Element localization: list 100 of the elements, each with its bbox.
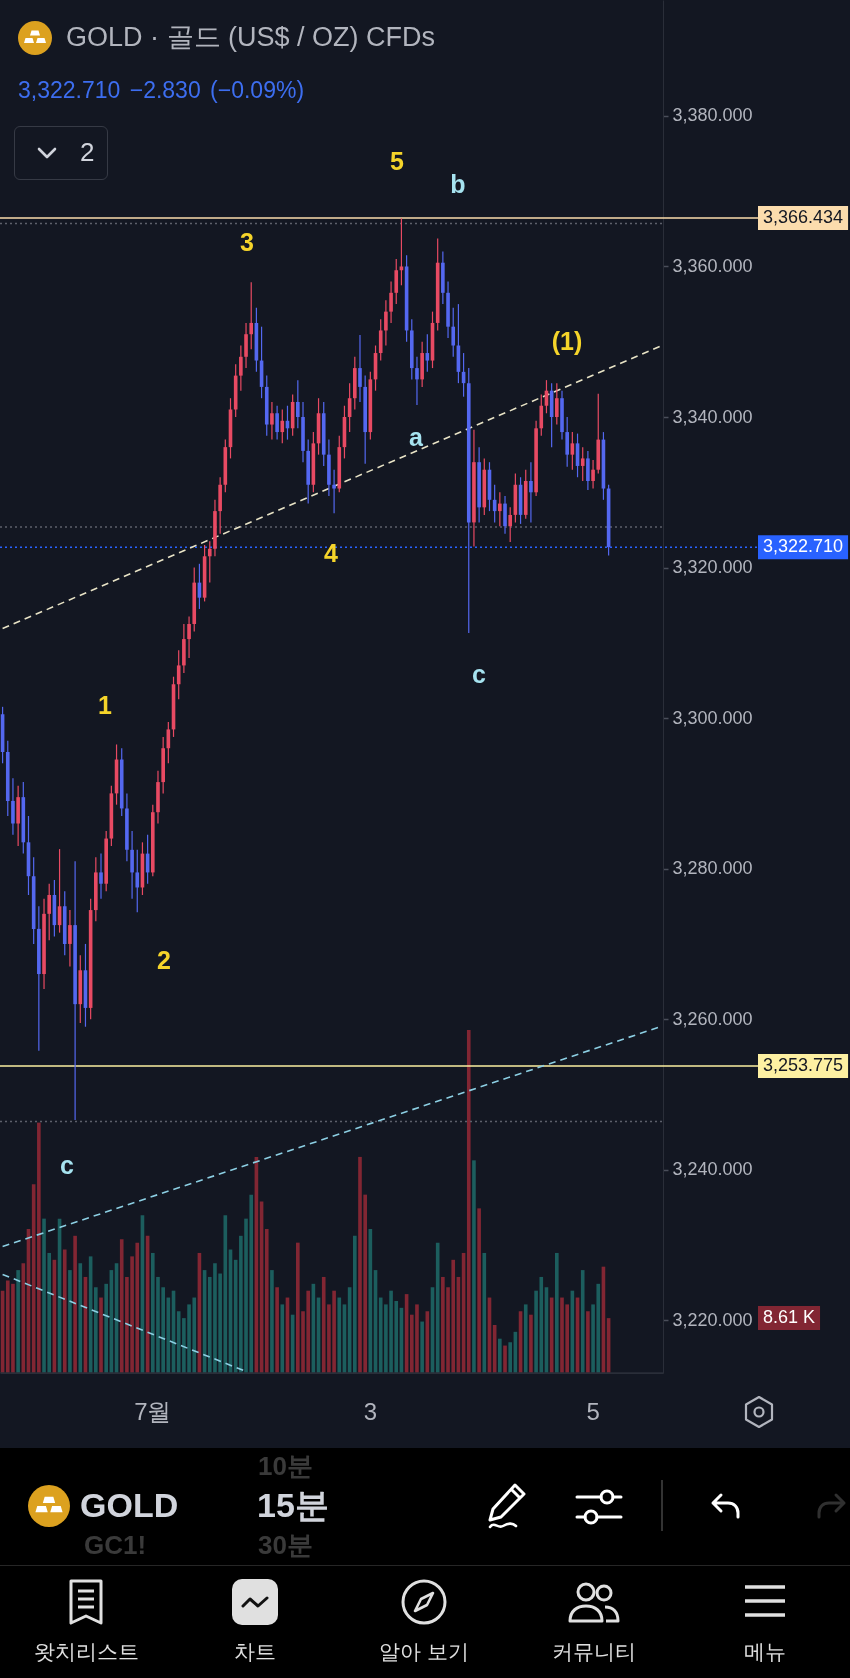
text: GOLD <box>80 1486 179 1526</box>
y-tick-label: 3,220.000 <box>672 1309 753 1330</box>
bar <box>21 1263 26 1373</box>
text: 메뉴 <box>744 1639 786 1665</box>
candlestick <box>384 299 388 347</box>
x-tick-label: 7월 <box>134 1397 172 1425</box>
bar <box>586 1311 590 1373</box>
annotation: c <box>472 659 486 689</box>
text: 왓치리스트 <box>33 1639 139 1665</box>
bar <box>99 1297 103 1373</box>
candlestick <box>415 356 419 406</box>
text: 15분 <box>257 1486 329 1526</box>
candlestick <box>244 322 248 369</box>
bar <box>264 1228 269 1373</box>
candlestick <box>280 408 285 444</box>
annotation: b <box>450 169 466 199</box>
text: 30분 <box>258 1530 313 1561</box>
candlestick <box>394 258 399 305</box>
annotation: 2 <box>157 945 171 975</box>
candlestick <box>358 334 362 403</box>
annotation: 5 <box>390 146 404 176</box>
bar <box>503 1345 507 1373</box>
text: 차트 <box>234 1639 276 1665</box>
candlestick <box>498 491 502 527</box>
candlestick <box>187 615 191 659</box>
y-tick-label: 3,320.000 <box>672 557 753 578</box>
y-tick-label: 3,360.000 <box>672 255 753 276</box>
candlestick <box>555 382 559 426</box>
annotation: c <box>60 1150 74 1180</box>
bar <box>275 1287 279 1373</box>
text: GC1! <box>84 1530 147 1561</box>
text: 3,322.710 −2.830 (−0.09%) <box>18 77 305 104</box>
x-tick-label: 5 <box>586 1397 600 1425</box>
y-tick-label: 3,260.000 <box>672 1008 753 1029</box>
text: 8.61 K <box>763 1307 816 1328</box>
y-tick-label: 3,300.000 <box>672 707 753 728</box>
annotation: a <box>409 422 423 452</box>
candlestick <box>529 461 533 523</box>
annotation: 3 <box>240 227 254 257</box>
bar <box>523 1304 528 1373</box>
candlestick <box>565 416 569 468</box>
ref-line-label: 3,253.775 <box>763 1055 844 1076</box>
x-tick-label: 3 <box>363 1397 378 1425</box>
candlestick <box>591 459 595 490</box>
candlestick <box>378 318 383 362</box>
y-tick-label: 3,240.000 <box>672 1159 753 1180</box>
bar <box>498 1338 502 1373</box>
bar <box>466 1030 471 1373</box>
candlestick <box>99 853 103 900</box>
candlestick <box>539 393 544 437</box>
candlestick <box>296 379 300 429</box>
candlestick <box>503 495 507 535</box>
candlestick <box>508 506 513 543</box>
candlestick <box>239 344 243 392</box>
candlestick <box>332 469 336 514</box>
bar <box>270 1270 274 1373</box>
candlestick <box>586 450 590 491</box>
text: GOLD · 골드 (US$ / OZ) CFDs <box>66 22 436 54</box>
bar <box>78 1263 83 1373</box>
annotation: 1 <box>98 690 112 720</box>
annotation: 2 <box>80 137 95 168</box>
text: 알아 보기 <box>379 1639 469 1665</box>
annotation: (1) <box>551 326 583 356</box>
bar <box>420 1321 424 1373</box>
bar <box>477 1208 481 1373</box>
bar <box>472 1160 476 1373</box>
bar <box>580 1270 585 1373</box>
ref-line-label: 3,366.434 <box>763 207 844 228</box>
candlestick <box>47 883 52 941</box>
candlestick <box>130 830 134 900</box>
candlestick <box>451 307 456 358</box>
candlestick <box>207 540 212 584</box>
candlestick <box>11 777 15 836</box>
candlestick <box>249 281 254 350</box>
bar <box>280 1304 285 1373</box>
bar <box>16 1270 20 1373</box>
y-tick-label: 3,280.000 <box>672 858 753 879</box>
annotation: 4 <box>324 538 338 568</box>
bar <box>529 1314 533 1373</box>
bar <box>104 1283 108 1373</box>
bar <box>508 1342 513 1373</box>
candlestick <box>275 405 279 441</box>
y-tick-label: 3,380.000 <box>672 105 753 126</box>
bar <box>353 1235 357 1373</box>
bar <box>37 1122 41 1373</box>
text: 커뮤니티 <box>552 1639 636 1665</box>
text: 10분 <box>258 1451 313 1482</box>
candlestick <box>68 909 72 968</box>
candlestick <box>580 446 585 482</box>
bar <box>73 1235 77 1373</box>
bar <box>337 1297 342 1373</box>
bar <box>68 1270 72 1373</box>
y-tick-label: 3,340.000 <box>672 406 753 427</box>
candlestick <box>176 649 181 700</box>
bar <box>62 1249 67 1373</box>
candlestick <box>135 849 140 913</box>
bar <box>94 1287 98 1373</box>
candlestick <box>270 401 274 441</box>
ref-line-label: 3,322.710 <box>763 536 844 557</box>
bar <box>555 1252 559 1373</box>
